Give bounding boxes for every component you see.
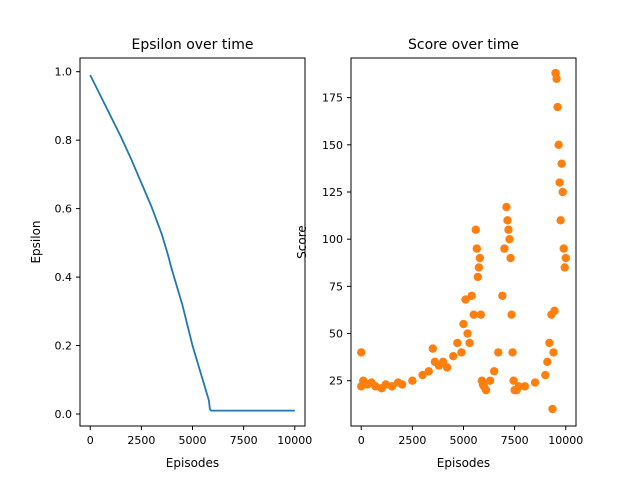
score-data-point [548, 404, 557, 414]
score-data-point [474, 263, 484, 272]
score-data-point [465, 338, 474, 348]
epsilon-x-ticks: 0 2500 5000 7500 10000 [87, 426, 312, 447]
score-data-point [504, 225, 513, 234]
score-x-tick-label: 2500 [398, 434, 426, 447]
score-x-tick-label: 0 [358, 434, 365, 447]
epsilon-y-tick-label: 0.8 [55, 134, 73, 147]
score-data-point [557, 159, 566, 168]
epsilon-x-tick-label: 10000 [277, 434, 312, 447]
score-x-axis-label: Episodes [437, 456, 490, 470]
score-data-point [553, 102, 562, 112]
epsilon-axes-frame [79, 57, 306, 427]
score-y-tick-label: 100 [322, 233, 343, 246]
score-y-ticks: 25 50 75 100 125 150 175 [322, 92, 351, 388]
score-data-point [494, 348, 503, 357]
score-data-point [485, 376, 495, 385]
score-data-point [550, 306, 559, 316]
epsilon-x-tick-label: 7500 [230, 434, 258, 447]
epsilon-series-group [89, 74, 295, 412]
epsilon-y-tick-label: 0.4 [55, 271, 73, 284]
score-x-tick-label: 5000 [450, 434, 478, 447]
score-data-point [560, 263, 569, 272]
score-data-point [461, 295, 470, 304]
score-data-point [514, 382, 523, 391]
score-data-point [472, 244, 481, 253]
score-x-tick-label: 7500 [501, 434, 529, 447]
score-y-tick-label: 50 [329, 328, 343, 341]
score-data-point [481, 385, 491, 395]
score-data-point [556, 216, 565, 225]
score-y-axis-label: Score [295, 225, 309, 259]
score-data-point [500, 244, 509, 253]
score-data-point [545, 338, 554, 348]
score-data-point [418, 370, 427, 380]
epsilon-x-tick-label: 0 [87, 434, 94, 447]
score-x-tick-label: 10000 [548, 434, 583, 447]
score-y-tick-label: 75 [329, 280, 343, 293]
score-data-point [561, 253, 570, 263]
score-data-point [552, 74, 561, 83]
score-data-point [520, 382, 530, 391]
epsilon-y-tick-label: 0.6 [55, 203, 73, 216]
score-axes-frame [350, 57, 577, 427]
score-data-point [471, 225, 480, 234]
epsilon-y-tick-label: 0.2 [55, 340, 73, 353]
epsilon-x-tick-label: 5000 [179, 434, 207, 447]
score-data-point [469, 310, 478, 319]
score-data-point [473, 272, 483, 282]
score-y-tick-label: 125 [322, 186, 343, 199]
score-data-point [387, 382, 397, 391]
score-data-point [549, 348, 558, 357]
score-data-point [530, 378, 540, 387]
score-series-group [357, 68, 570, 414]
score-data-point [475, 253, 485, 263]
epsilon-y-tick-label: 1.0 [55, 66, 73, 79]
score-data-point [502, 202, 511, 212]
epsilon-x-axis-label: Episodes [166, 456, 219, 470]
score-data-point [505, 234, 514, 244]
score-data-point [506, 253, 515, 263]
score-data-point [541, 370, 550, 380]
score-data-point [476, 310, 486, 319]
score-data-point [509, 376, 518, 385]
score-data-point [489, 367, 499, 376]
epsilon-y-ticks: 0.0 0.2 0.4 0.6 0.8 1.0 [55, 66, 80, 421]
epsilon-plot: 0 2500 5000 7500 10000 0.0 0.2 0.4 0.6 0.8 1.0 Ep… [29, 37, 312, 470]
score-plot: 0 2500 5000 7500 10000 25 50 75 100 125 150 175 Sc… [295, 37, 583, 470]
score-data-point [507, 310, 516, 319]
score-data-point [555, 178, 564, 187]
score-data-point [498, 291, 507, 300]
epsilon-x-tick-label: 2500 [127, 434, 155, 447]
score-data-point [467, 291, 476, 300]
epsilon-series-line [89, 74, 295, 412]
epsilon-y-tick-label: 0.0 [55, 408, 73, 421]
score-data-point [457, 348, 466, 357]
score-data-point [453, 338, 462, 348]
score-data-point [397, 380, 407, 389]
score-data-point [428, 344, 438, 353]
score-data-point [463, 329, 472, 338]
score-data-point [442, 363, 452, 372]
score-y-tick-label: 175 [322, 92, 343, 105]
score-data-point [554, 140, 563, 150]
score-data-point [558, 187, 567, 197]
score-data-point [357, 348, 366, 357]
score-data-point [543, 357, 552, 367]
score-y-tick-label: 25 [329, 375, 343, 388]
score-data-point [508, 348, 517, 357]
score-data-point [503, 216, 512, 225]
score-y-tick-label: 150 [322, 139, 343, 152]
score-data-point [424, 367, 433, 376]
score-data-point [559, 244, 568, 253]
score-x-ticks: 0 2500 5000 7500 10000 [358, 426, 583, 447]
score-data-point [408, 376, 417, 385]
score-data-point [459, 319, 468, 329]
epsilon-y-axis-label: Epsilon [29, 220, 43, 263]
epsilon-chart-title: Epsilon over time [132, 37, 254, 53]
score-data-point [449, 351, 458, 361]
score-chart-title: Score over time [408, 37, 519, 53]
